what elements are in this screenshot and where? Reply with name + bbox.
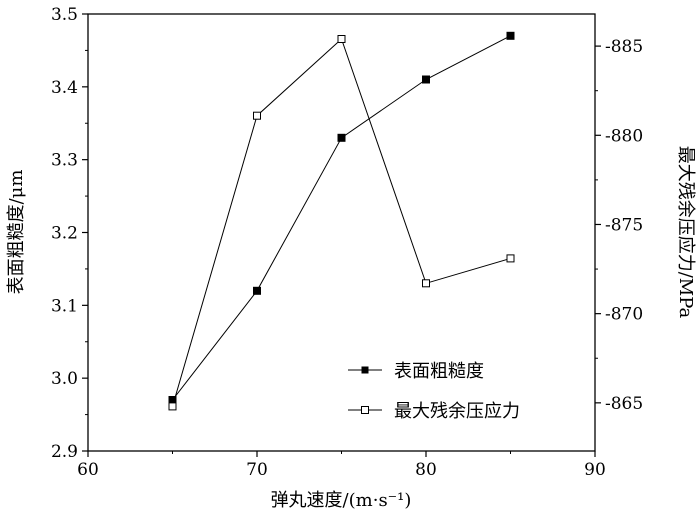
ticks-layer: 60 70 80 90 2.9 3.0 3.1 3.2 3.3 3.4 3.5 -865 -870 -87… xyxy=(51,5,643,480)
data-point-roughness xyxy=(337,133,346,142)
x-tick-label: 70 xyxy=(246,460,268,480)
data-point-roughness xyxy=(422,75,430,84)
x-axis-title: 弹丸速度/(m·s⁻¹) xyxy=(271,490,412,511)
left-y-tick-label: 3.4 xyxy=(51,78,78,98)
series-layer xyxy=(168,31,515,411)
data-point-stress xyxy=(422,279,430,288)
series-line-stress xyxy=(172,38,511,407)
legend-marker-stress xyxy=(361,406,369,414)
left-y-tick-label: 3.1 xyxy=(51,296,78,316)
data-point-stress xyxy=(253,111,261,120)
right-y-tick-label: -880 xyxy=(605,126,643,146)
right-y-tick-label: -885 xyxy=(605,37,643,57)
left-y-tick-label: 3.2 xyxy=(51,224,78,244)
legend-marker-roughness xyxy=(361,366,369,374)
data-point-stress xyxy=(337,35,346,43)
plot-frame xyxy=(87,13,596,452)
legend-label-stress: 最大残余压应力 xyxy=(394,401,520,422)
left-y-tick-label: 3.3 xyxy=(51,151,78,171)
left-y-tick-label: 2.9 xyxy=(51,442,78,462)
data-point-roughness xyxy=(253,286,261,295)
series-line-roughness xyxy=(172,35,511,401)
data-point-stress xyxy=(506,254,515,263)
data-point-roughness xyxy=(506,31,515,40)
right-y-tick-label: -865 xyxy=(605,394,643,414)
x-tick-label: 90 xyxy=(584,460,606,480)
left-y-tick-label: 3.5 xyxy=(51,5,78,25)
right-y-axis-title: 最大残余压应力/MPa xyxy=(675,146,696,319)
x-tick-label: 80 xyxy=(415,460,437,480)
right-y-tick-label: -875 xyxy=(605,215,643,235)
right-y-tick-label: -870 xyxy=(605,305,643,325)
data-point-stress xyxy=(168,402,177,411)
left-y-tick-label: 3.0 xyxy=(51,369,78,389)
legend-label-roughness: 表面粗糙度 xyxy=(394,361,484,382)
legend: 表面粗糙度 最大残余压应力 xyxy=(348,361,520,422)
x-tick-label: 60 xyxy=(77,460,99,480)
left-y-axis-title: 表面粗糙度/μm xyxy=(6,170,27,295)
